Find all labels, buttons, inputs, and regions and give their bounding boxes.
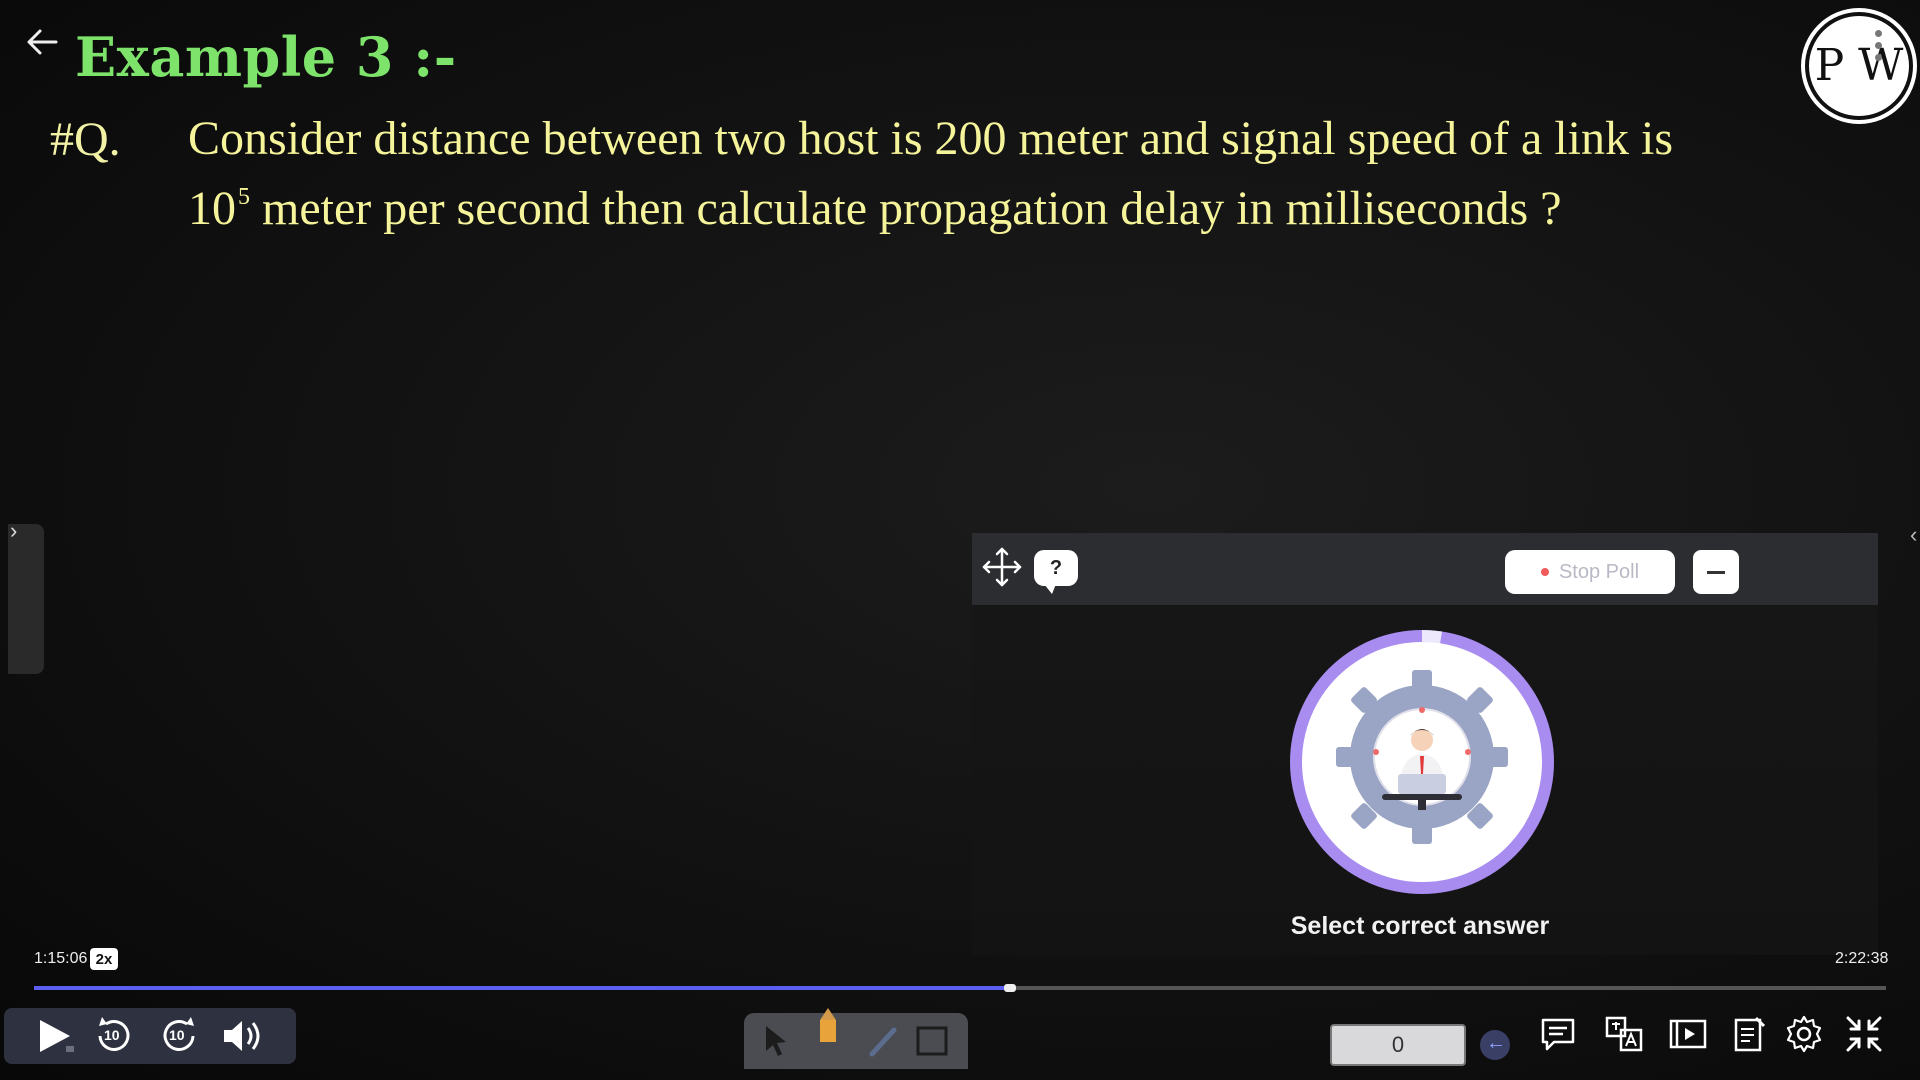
chevron-left-icon[interactable]: ‹: [1910, 522, 1918, 547]
forward-10-label: 10: [169, 1027, 185, 1043]
pw-logo-letters: P W: [1814, 40, 1904, 91]
more-options-icon[interactable]: [1875, 30, 1885, 64]
question-text: Consider distance between two host is 20…: [188, 110, 1818, 238]
poll-header: [972, 533, 1878, 605]
exponent: 5: [238, 184, 250, 210]
waiting-illustration: [1290, 629, 1554, 894]
record-dot-icon: [1540, 568, 1549, 576]
play-icon[interactable]: [30, 1012, 78, 1060]
exponent-base: 10: [188, 182, 236, 235]
exit-fullscreen-icon[interactable]: [1844, 1014, 1884, 1054]
volume-icon[interactable]: [218, 1012, 266, 1060]
settings-icon[interactable]: [1784, 1014, 1824, 1054]
rewind-10-icon: [98, 1017, 130, 1051]
question-line-1: Consider distance between two host is 20…: [188, 112, 1674, 165]
rectangle-icon[interactable]: [912, 1020, 952, 1060]
current-time: 1:15:06: [34, 950, 88, 967]
move-icon[interactable]: [980, 545, 1024, 589]
forward-10-button[interactable]: 10: [155, 1012, 203, 1060]
stop-poll-label: Stop Poll: [1558, 560, 1640, 583]
marker-icon[interactable]: [864, 1020, 904, 1060]
total-time: 2:22:38: [1835, 950, 1889, 967]
seek-handle[interactable]: [1004, 984, 1016, 992]
chevron-right-icon[interactable]: ›: [10, 518, 18, 543]
rewind-10-label: 10: [104, 1027, 120, 1043]
seek-bar[interactable]: [34, 984, 1886, 992]
question-label: #Q.: [50, 113, 121, 166]
playback-speed-button[interactable]: 2x: [90, 948, 118, 970]
back-arrow-icon[interactable]: [22, 22, 62, 62]
cursor-icon[interactable]: [756, 1020, 796, 1060]
forward-10-icon: [163, 1017, 195, 1051]
pencil-icon[interactable]: [808, 1006, 848, 1046]
rewind-10-button[interactable]: 10: [90, 1012, 138, 1060]
slides-icon[interactable]: [1668, 1014, 1708, 1054]
question-line-2-rest: meter per second then calculate propagat…: [250, 182, 1562, 235]
minus-icon: [1707, 570, 1725, 574]
side-drawer-handle[interactable]: [8, 524, 44, 674]
minimize-button[interactable]: [1693, 550, 1739, 594]
stop-poll-button[interactable]: Stop Poll: [1505, 550, 1675, 594]
chat-icon[interactable]: [1538, 1014, 1578, 1054]
seek-bar-progress: [34, 986, 1010, 990]
translate-icon[interactable]: [1604, 1014, 1644, 1054]
send-button[interactable]: [1480, 1030, 1510, 1060]
answer-input[interactable]: 0: [1330, 1024, 1466, 1066]
poll-caption: Select correct answer: [1290, 912, 1550, 940]
pw-logo: P W: [1805, 12, 1913, 120]
help-button[interactable]: ?: [1034, 550, 1078, 594]
example-title: Example 3 :-: [75, 25, 457, 89]
question-line-2: 105 meter per second then calculate prop…: [188, 168, 1818, 238]
notes-icon[interactable]: [1730, 1014, 1770, 1054]
